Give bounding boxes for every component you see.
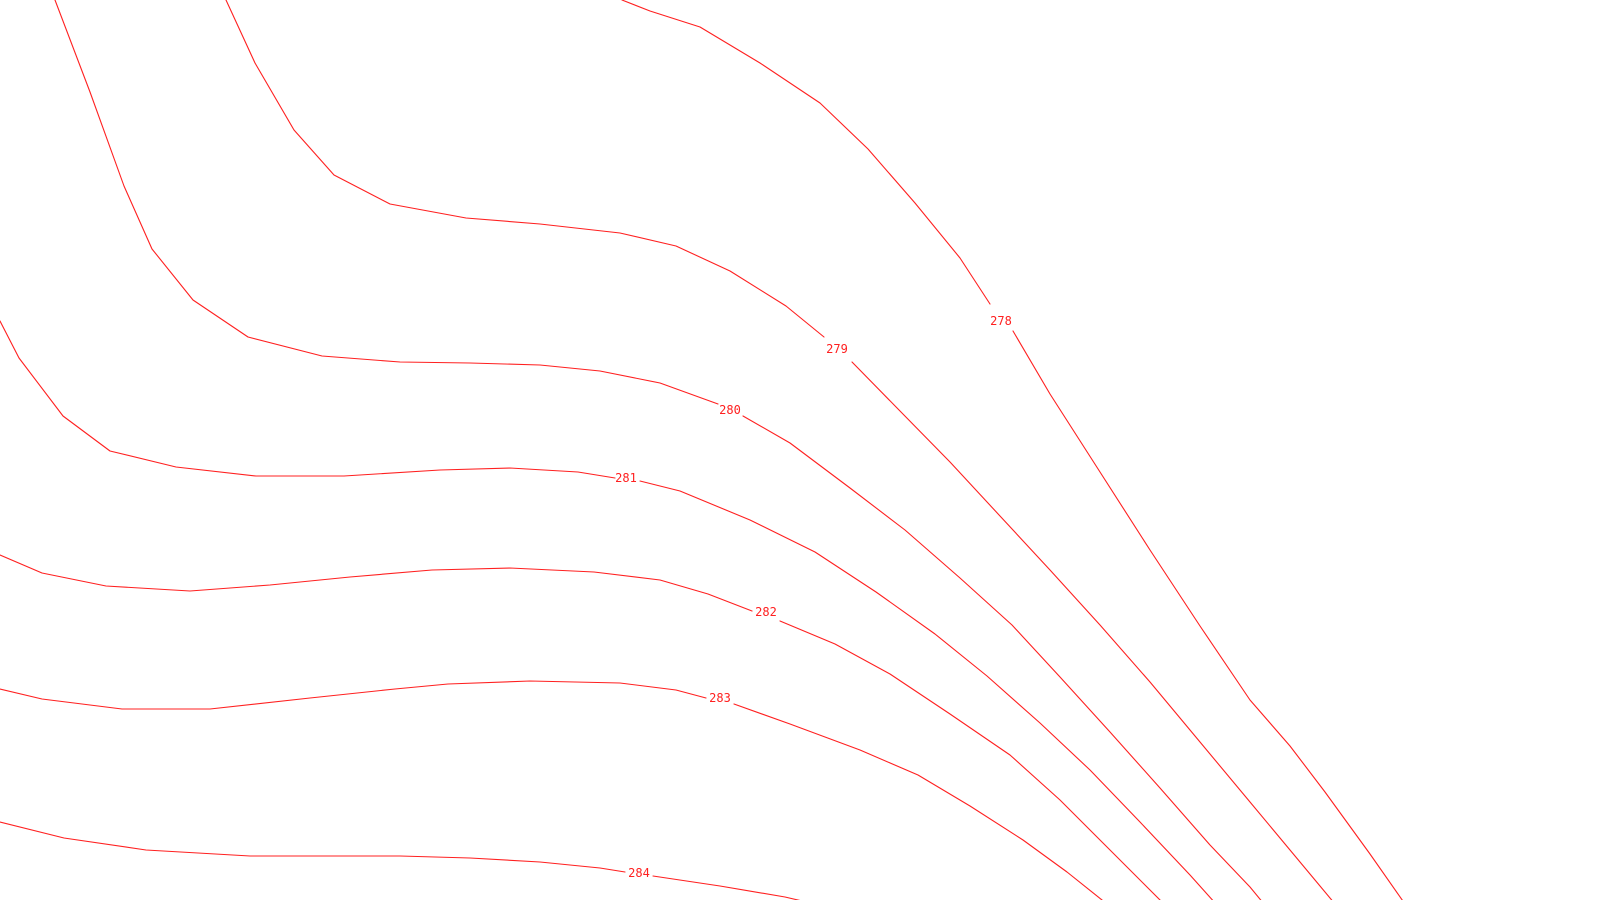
contour-label-282: 282 (755, 605, 777, 619)
contour-283-segment (0, 680, 707, 710)
contour-label-278: 278 (990, 314, 1012, 328)
contour-279-segment (851, 361, 1333, 900)
contour-line-284: 284 (0, 821, 801, 900)
contour-280-segment (54, 0, 719, 405)
contour-line-278: 278 (621, 0, 1403, 900)
contour-line-283: 283 (0, 680, 1103, 900)
contour-284-segment (652, 875, 801, 900)
contour-line-280: 280 (54, 0, 1262, 900)
contour-278-segment (1012, 330, 1403, 900)
contour-279-segment (225, 0, 825, 338)
contour-278-segment (621, 0, 991, 305)
contour-281-segment (0, 320, 616, 479)
contour-280-segment (742, 415, 1262, 900)
contour-282-segment (779, 620, 1161, 900)
contour-282-segment (0, 554, 753, 612)
contour-label-283: 283 (709, 691, 731, 705)
contour-label-280: 280 (719, 403, 741, 417)
contour-284-segment (0, 821, 626, 873)
contour-label-281: 281 (615, 471, 637, 485)
contour-281-segment (639, 480, 1214, 900)
contour-label-284: 284 (628, 866, 650, 880)
contour-line-281: 281 (0, 320, 1214, 900)
contour-line-282: 282 (0, 554, 1161, 900)
contour-line-279: 279 (225, 0, 1333, 900)
contour-283-segment (733, 703, 1103, 900)
contour-label-279: 279 (826, 342, 848, 356)
